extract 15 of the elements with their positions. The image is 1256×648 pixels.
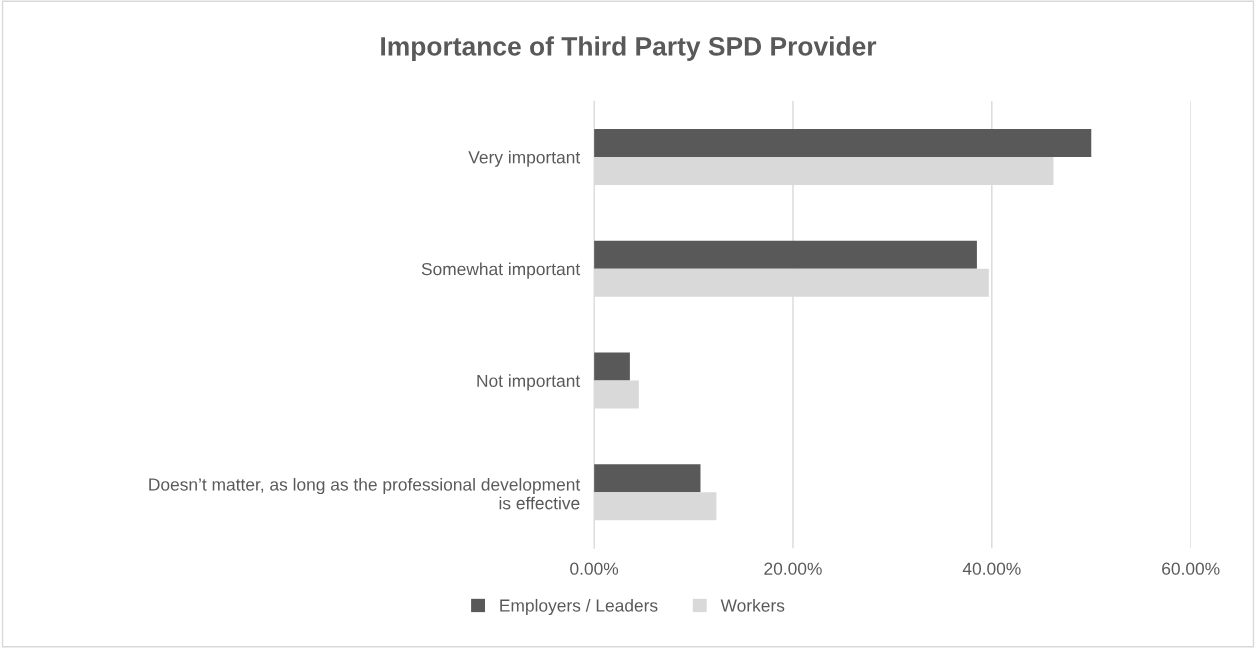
bar (594, 240, 977, 269)
x-tick-label: 60.00% (1162, 562, 1220, 575)
y-tick-label: Somewhat important (421, 262, 581, 279)
x-tick-label: 20.00% (764, 562, 822, 575)
bar (594, 129, 1092, 157)
chart-title: Importance of Third Party SPD Provider (381, 36, 877, 61)
x-tick-label: 0.00% (570, 562, 619, 575)
x-tick-label: 40.00% (962, 562, 1021, 575)
legend-label: Employers / Leaders (500, 598, 658, 616)
bar (594, 464, 701, 493)
legend-label: Workers (720, 598, 785, 612)
y-tick-label: Not important (477, 374, 581, 391)
y-tick-label: Doesn’t matter, as long as the professional development is effective (149, 477, 581, 510)
y-tick-label: Very important (468, 150, 581, 167)
bar (594, 352, 630, 381)
